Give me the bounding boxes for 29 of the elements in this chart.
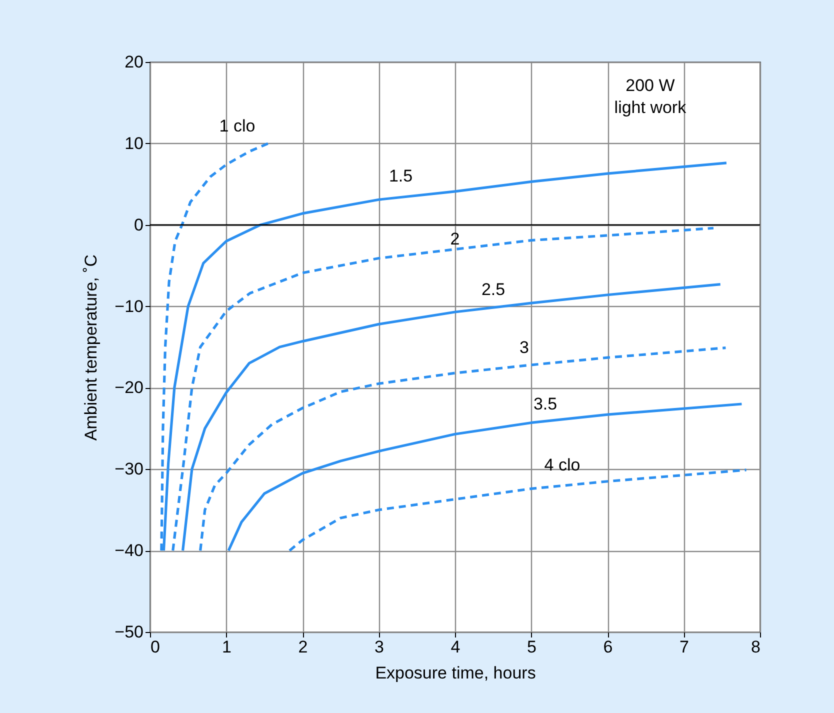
x-tick-label: 8 (751, 638, 760, 656)
y-tick-label: −10 (114, 296, 144, 316)
series-label: 1.5 (388, 166, 413, 186)
y-tick-label: −50 (114, 622, 144, 642)
y-tick-label: −40 (114, 541, 144, 560)
series-label: 3.5 (533, 394, 558, 414)
series-label: 1 clo (219, 116, 256, 136)
x-tick-label: 0 (150, 638, 160, 656)
x-tick-label: 4 (450, 638, 460, 656)
series-label: 3 (520, 338, 529, 357)
x-tick-label: 2 (298, 638, 308, 656)
x-tick-label: 7 (680, 638, 689, 656)
x-tick-label: 1 (222, 638, 232, 656)
y-tick-label: −20 (114, 378, 144, 398)
x-tick-label: 5 (527, 638, 536, 656)
x-tick-label: 6 (603, 638, 613, 656)
line-series (172, 226, 715, 552)
y-tick-label: 20 (124, 52, 144, 72)
annotation: 200 W light work (614, 76, 687, 117)
y-tick-label: 0 (134, 215, 144, 234)
series-label: 4 clo (544, 456, 580, 475)
series-label: 2.5 (481, 280, 506, 300)
x-tick-label: 3 (374, 638, 384, 656)
y-axis-title: Ambient temperature, ˚C (82, 254, 101, 441)
line-series (181, 283, 722, 552)
series-label: 2 (450, 229, 460, 248)
x-axis-title: Exposure time, hours (375, 664, 536, 682)
y-tick-label: 10 (124, 134, 144, 153)
y-tick-label: −30 (114, 460, 144, 479)
